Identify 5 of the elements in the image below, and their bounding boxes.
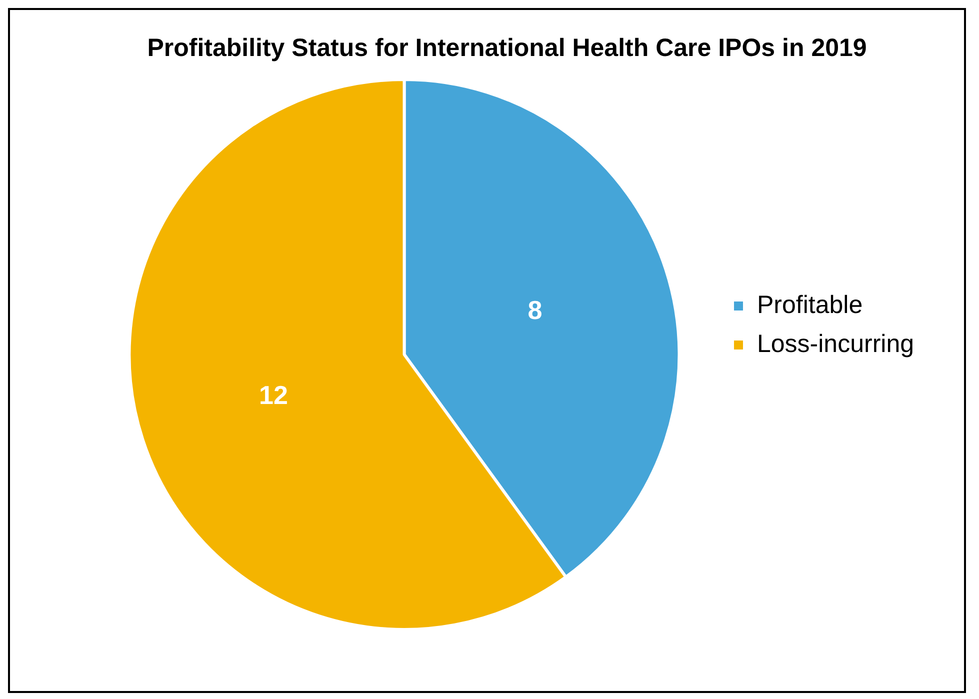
data-label: 12 xyxy=(259,380,288,410)
data-label: 8 xyxy=(528,295,542,326)
legend-label: Profitable xyxy=(756,290,863,319)
chart-title: Profitability Status for International Health Care IPOs in 2019 xyxy=(147,34,867,62)
legend-label: Loss-incurring xyxy=(756,330,914,358)
